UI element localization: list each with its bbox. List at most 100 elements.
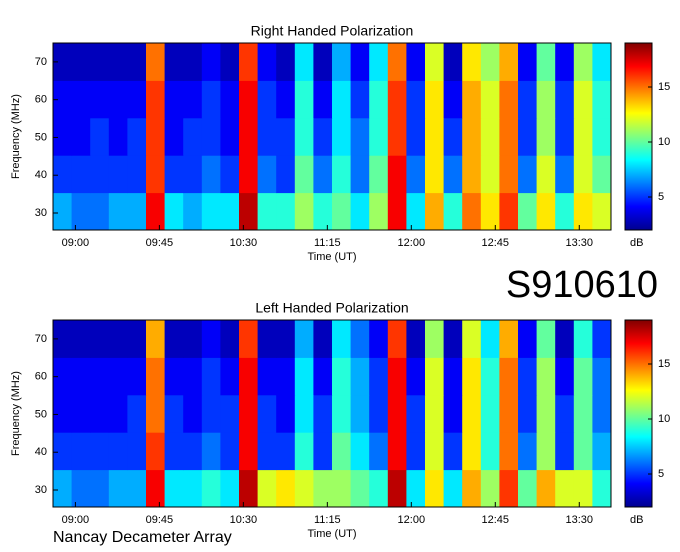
heatmap-cell [127,80,147,119]
heatmap-cell [294,357,314,396]
heatmap-cell [146,117,166,156]
heatmap-cell [480,192,500,231]
heatmap-cell [313,432,333,471]
heatmap-cell [573,320,593,358]
heatmap-cell [518,357,538,396]
heatmap-cell [332,320,352,358]
heatmap-cell [53,192,73,231]
heatmap-cell [480,80,500,119]
heatmap-cell [387,432,407,471]
observation-id: S910610 [506,264,658,306]
heatmap-cell [518,80,538,119]
colorbar-label: dB [630,514,643,526]
heatmap-cell [53,320,73,358]
colorbar-tick-label: 15 [658,81,670,93]
heatmap-cell [313,155,333,194]
heatmap-cell [239,43,259,81]
heatmap-cell [573,43,593,81]
heatmap-cell [183,117,203,156]
heatmap-cell [183,469,203,508]
heatmap-cell [108,117,128,156]
heatmap-cell [462,469,482,508]
heatmap-cell [108,432,128,471]
colorbar [624,42,653,231]
heatmap-cell [276,155,296,194]
heatmap-cell [127,432,147,471]
heatmap-cell [294,432,314,471]
heatmap-cell [480,155,500,194]
heatmap-cell [462,155,482,194]
x-tick-label: 09:00 [62,514,90,526]
heatmap-cell [499,469,519,508]
heatmap-cell [90,43,110,81]
heatmap-cell [518,43,538,81]
y-tick-label: 50 [35,408,47,420]
heatmap-cell [71,469,91,508]
x-tick-label: 10:30 [230,514,258,526]
heatmap-cell [183,155,203,194]
y-tick-label: 40 [35,446,47,458]
heatmap-cell [90,155,110,194]
heatmap-cell [201,469,221,508]
heatmap-cell [276,469,296,508]
heatmap-cell [108,43,128,81]
heatmap-cell [406,192,426,231]
heatmap-cell [387,43,407,81]
heatmap-cell [406,43,426,81]
x-tick-label: 09:45 [146,237,174,249]
heatmap-cell [146,80,166,119]
heatmap-cell [127,357,147,396]
heatmap-cell [239,192,259,231]
heatmap-cell [518,192,538,231]
heatmap-cell [146,357,166,396]
heatmap-cell [239,469,259,508]
heatmap-cell [480,469,500,508]
heatmap-cell [592,432,612,471]
x-tick-label: 12:00 [398,514,426,526]
y-tick-label: 30 [35,484,47,496]
heatmap-cell [127,394,147,433]
heatmap-cell [257,394,277,433]
heatmap-cell [536,320,556,358]
x-tick-label: 12:45 [482,514,510,526]
heatmap-cell [313,357,333,396]
heatmap-cell [443,155,463,194]
heatmap-cell [220,192,240,231]
heatmap-cell [555,469,575,508]
heatmap-cell [220,155,240,194]
heatmap-cell [127,43,147,81]
heatmap-cell [127,192,147,231]
heatmap-cell [220,320,240,358]
heatmap-cell [90,192,110,231]
heatmap-cell [239,357,259,396]
colorbar-tick-label: 10 [658,136,670,148]
heatmap-cell [294,155,314,194]
heatmap-cell [425,192,445,231]
heatmap-cell [480,320,500,358]
heatmap-cell [239,155,259,194]
heatmap-cell [369,43,389,81]
heatmap-cell [146,320,166,358]
heatmap-cell [499,320,519,358]
heatmap-cell [350,432,370,471]
heatmap-cell [462,357,482,396]
y-tick-label: 60 [35,371,47,383]
heatmap-cell [369,192,389,231]
heatmap-cell [555,192,575,231]
heatmap-cell [499,117,519,156]
heatmap-cell [71,320,91,358]
heatmap-cell [257,155,277,194]
heatmap-cell [257,320,277,358]
colorbar-tick-label: 5 [658,468,664,480]
heatmap-cell [369,80,389,119]
heatmap-cell [332,357,352,396]
heatmap-cell [53,469,73,508]
chart-title: Left Handed Polarization [255,300,408,316]
colorbar [624,319,653,508]
heatmap-cell [536,432,556,471]
heatmap-cell [387,192,407,231]
heatmap-cell [276,320,296,358]
heatmap-cell [406,357,426,396]
heatmap-cell [480,43,500,81]
heatmap-cell [332,43,352,81]
